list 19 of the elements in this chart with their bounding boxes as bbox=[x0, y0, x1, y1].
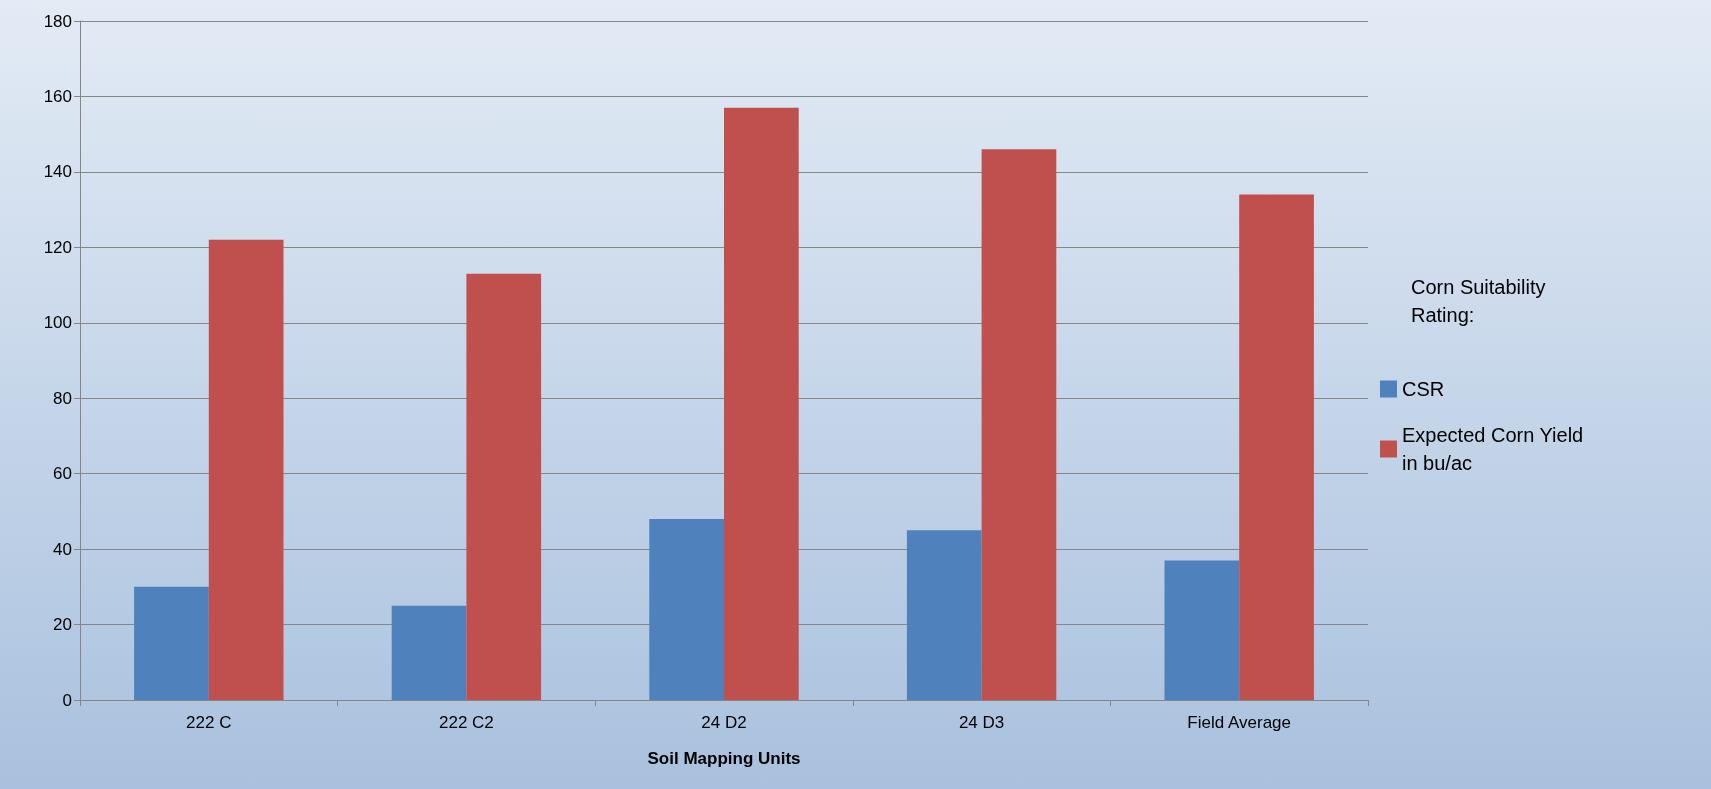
legend-title: Corn Suitability Rating: bbox=[1411, 276, 1552, 326]
x-tick-label: 222 C2 bbox=[438, 713, 494, 732]
y-tick-label: 60 bbox=[53, 464, 72, 484]
y-tick-label: 180 bbox=[43, 11, 72, 31]
y-tick-label: 20 bbox=[53, 615, 72, 635]
legend-label: CSR bbox=[1402, 378, 1445, 400]
y-tick-label: 160 bbox=[43, 86, 72, 106]
x-axis-title: Soil Mapping Units bbox=[647, 749, 801, 768]
x-tick-label: 24 D2 bbox=[701, 713, 747, 732]
legend-label: Expected Corn Yield in bu/ac bbox=[1402, 424, 1589, 474]
x-tick-label: 24 D3 bbox=[958, 713, 1005, 732]
y-tick-label: 120 bbox=[43, 237, 72, 257]
y-tick-label: 100 bbox=[43, 313, 72, 333]
x-tick-label: Field Average bbox=[1187, 713, 1292, 732]
y-tick-label: 40 bbox=[53, 539, 72, 559]
y-tick-label: 80 bbox=[53, 388, 72, 408]
x-tick-label: 222 C bbox=[186, 713, 232, 732]
y-tick-label: 140 bbox=[43, 162, 72, 182]
y-tick-label: 0 bbox=[62, 690, 72, 710]
